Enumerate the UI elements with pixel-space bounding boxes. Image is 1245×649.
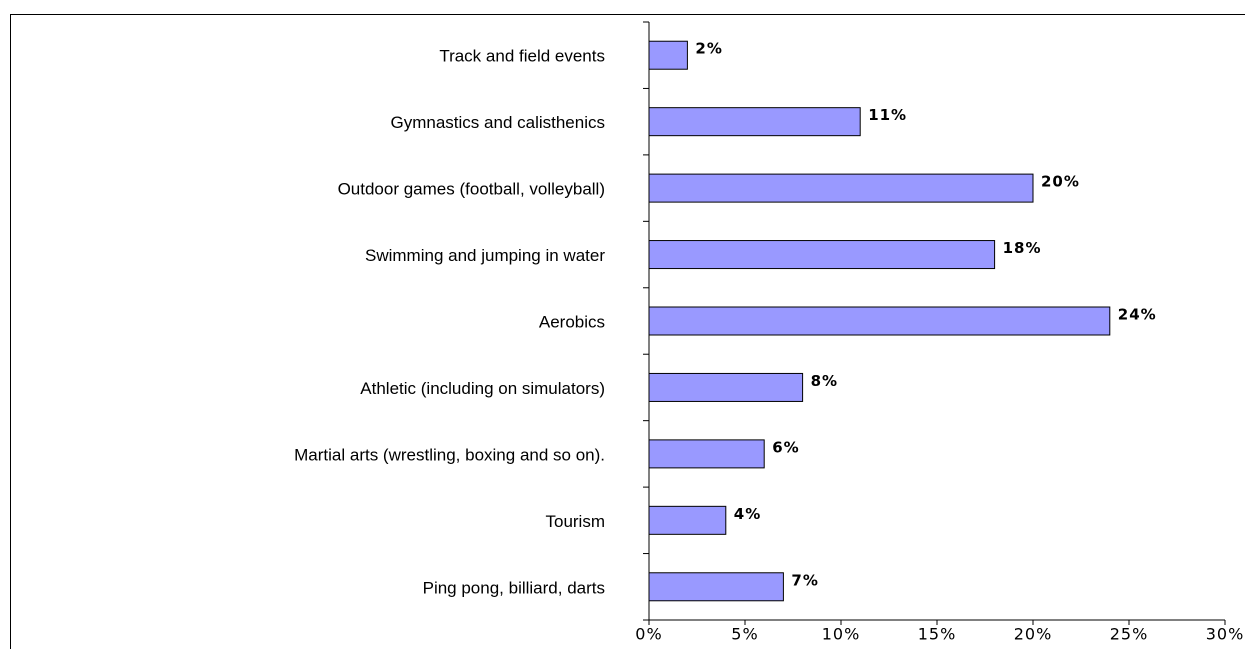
y-tick-label: Athletic (including on simulators) <box>360 379 605 398</box>
y-tick-label: Ping pong, billiard, darts <box>423 578 605 597</box>
value-label: 6% <box>772 438 799 456</box>
bar <box>648 439 765 469</box>
bar <box>648 107 861 137</box>
value-label: 8% <box>811 372 838 390</box>
x-tick-label: 30% <box>1206 625 1245 644</box>
bar <box>648 40 688 70</box>
bar <box>648 240 996 270</box>
y-tick-label: Tourism <box>545 512 605 531</box>
y-tick-label: Swimming and jumping in water <box>365 246 605 265</box>
value-label: 11% <box>868 106 907 124</box>
bar <box>648 372 804 402</box>
chart-frame <box>10 14 1245 649</box>
value-label: 7% <box>791 571 818 589</box>
y-tick-label: Track and field events <box>439 47 605 66</box>
bar <box>648 306 1111 336</box>
bar <box>648 173 1034 203</box>
x-tick-label: 0% <box>635 625 662 644</box>
x-tick-label: 25% <box>1110 625 1149 644</box>
y-tick-label: Outdoor games (football, volleyball) <box>338 180 605 199</box>
x-tick-label: 10% <box>822 625 861 644</box>
value-label: 4% <box>734 505 761 523</box>
value-label: 24% <box>1118 306 1157 324</box>
x-tick-label: 15% <box>918 625 957 644</box>
x-tick-label: 20% <box>1014 625 1053 644</box>
bar <box>648 572 784 602</box>
x-tick-label: 5% <box>731 625 758 644</box>
value-label: 18% <box>1003 239 1042 257</box>
value-label: 2% <box>695 40 722 58</box>
y-tick-label: Gymnastics and calisthenics <box>391 113 605 132</box>
y-tick-label: Martial arts (wrestling, boxing and so o… <box>294 445 605 464</box>
value-label: 20% <box>1041 173 1080 191</box>
bar <box>648 505 727 535</box>
y-tick-label: Aerobics <box>539 312 605 331</box>
